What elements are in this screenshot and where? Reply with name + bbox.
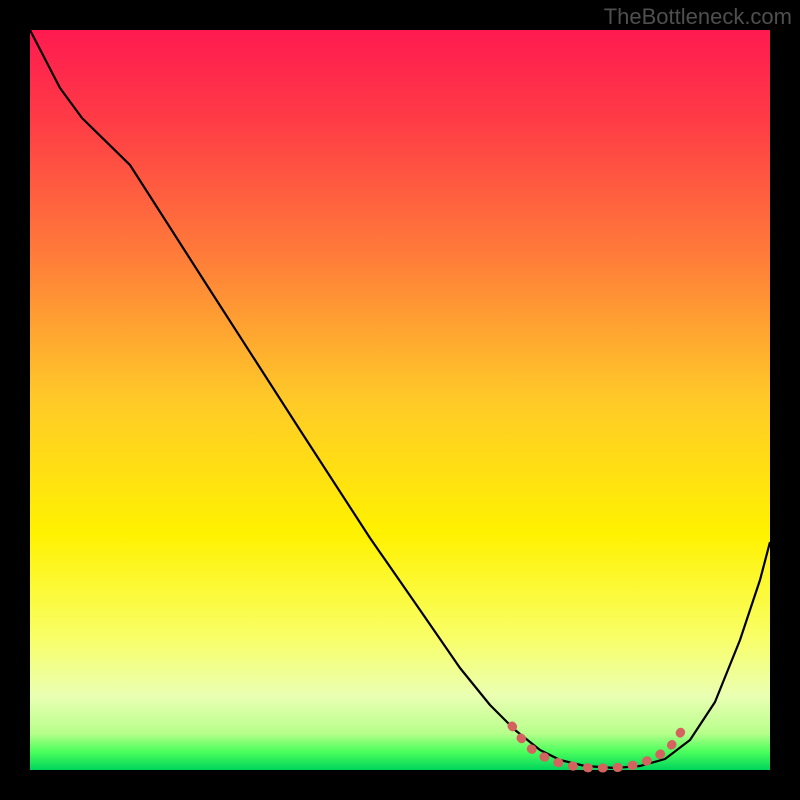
- chart-container: TheBottleneck.com: [0, 0, 800, 800]
- curves-layer: [0, 0, 800, 800]
- bottleneck-curve: [30, 30, 770, 768]
